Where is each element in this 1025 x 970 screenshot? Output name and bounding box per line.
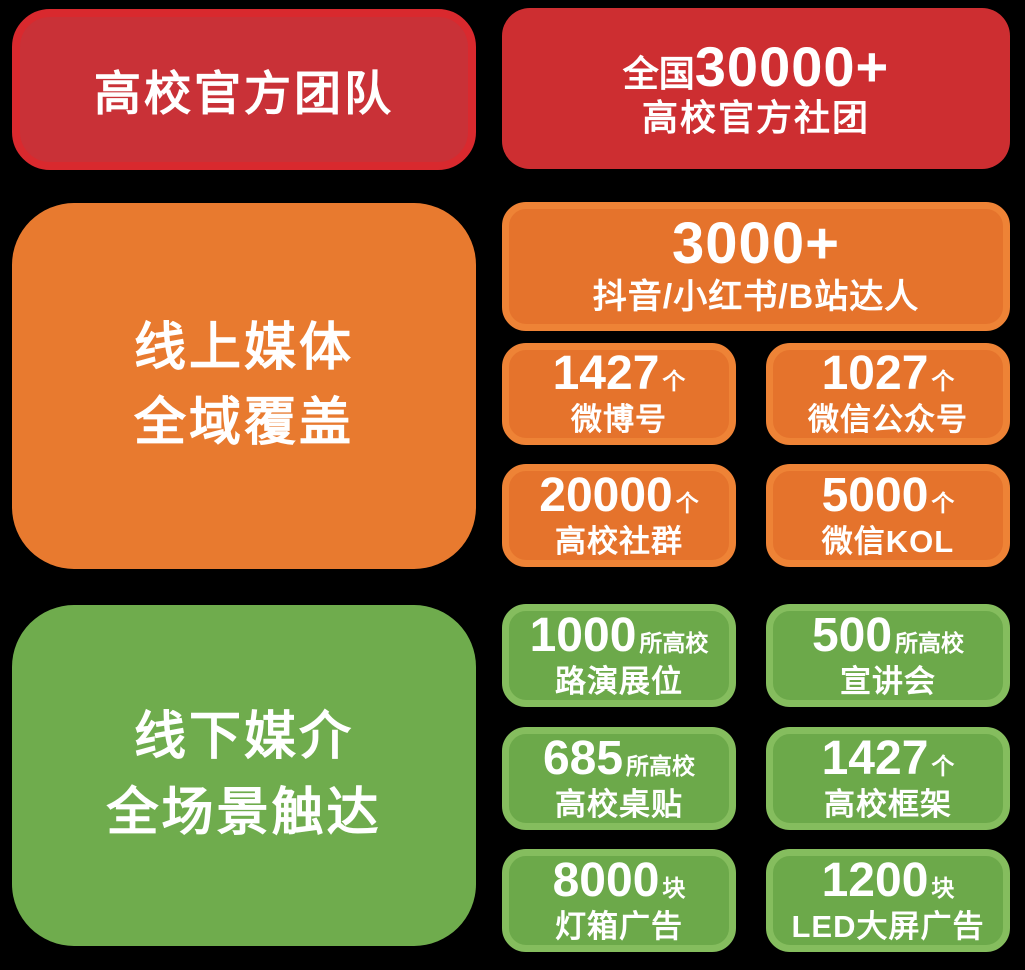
stat-label: 高校官方社团 [641, 97, 870, 139]
stat-unit: 个 [931, 368, 955, 395]
stat-number: 30000+ [694, 34, 890, 98]
official-team-title: 高校官方团队 [94, 67, 394, 120]
stat-unit: 所高校 [639, 629, 709, 656]
stat-label: 高校社群 [555, 523, 683, 559]
official-clubs-number-row: 全国 30000+ [622, 34, 890, 98]
official-clubs-stat-card: 全国 30000+ 高校官方社团 [502, 8, 1010, 169]
stat-card-weibo: 1427 个 微博号 [502, 343, 736, 445]
stat-number: 1200 [821, 853, 929, 907]
stat-label: 微信KOL [821, 523, 955, 559]
stat-unit: 个 [675, 489, 699, 516]
stat-number: 1027 [821, 347, 929, 401]
stat-label: 微博号 [571, 402, 667, 438]
stat-number: 8000 [552, 853, 660, 907]
stat-card-campus-groups: 20000 个 高校社群 [502, 464, 736, 567]
stat-unit: 个 [662, 368, 686, 395]
stat-card-campus-frame: 1427 个 高校框架 [766, 727, 1010, 830]
stat-number: 20000 [539, 468, 673, 522]
stat-number: 685 [542, 731, 624, 785]
stat-number: 1000 [529, 608, 637, 662]
stat-number: 1427 [821, 731, 929, 785]
offline-title-line2: 全场景触达 [106, 783, 382, 842]
online-title-line2: 全域覆盖 [133, 394, 354, 452]
stat-label: LED大屏广告 [791, 908, 985, 944]
stat-number: 5000 [821, 468, 929, 522]
offline-media-category-card: 线下媒介 全场景触达 [12, 605, 476, 946]
stat-number: 3000+ [672, 210, 840, 276]
stat-label: 路演展位 [555, 663, 683, 699]
stat-unit: 个 [931, 752, 955, 779]
online-title-line1: 线上媒体 [133, 318, 354, 377]
stat-card-info-session: 500 所高校 宣讲会 [766, 604, 1010, 707]
stat-label: 宣讲会 [840, 663, 936, 699]
stat-unit: 块 [931, 874, 955, 901]
stat-unit: 所高校 [626, 752, 696, 779]
online-hero-stat-card: 3000+ 抖音/小红书/B站达人 [502, 202, 1010, 331]
stat-card-roadshow-booth: 1000 所高校 路演展位 [502, 604, 736, 707]
stat-label: 高校框架 [824, 786, 952, 822]
official-team-title-card: 高校官方团队 [12, 9, 476, 170]
stat-card-lightbox-ads: 8000 块 灯箱广告 [502, 849, 736, 952]
stat-card-wechat-kol: 5000 个 微信KOL [766, 464, 1010, 567]
stat-unit: 个 [931, 489, 955, 516]
stat-label: 灯箱广告 [555, 908, 683, 944]
stat-label: 微信公众号 [808, 402, 968, 438]
stat-prefix: 全国 [622, 52, 695, 94]
stat-card-led-screen-ads: 1200 块 LED大屏广告 [766, 849, 1010, 952]
stat-label: 抖音/小红书/B站达人 [592, 277, 920, 316]
stat-unit: 块 [662, 874, 686, 901]
stat-unit: 所高校 [895, 629, 965, 656]
online-media-category-card: 线上媒体 全域覆盖 [12, 203, 476, 569]
stat-card-wechat-official: 1027 个 微信公众号 [766, 343, 1010, 445]
offline-title-line1: 线下媒介 [133, 708, 354, 767]
stat-number: 500 [811, 608, 893, 662]
stat-label: 高校桌贴 [555, 786, 683, 822]
stat-number: 1427 [552, 347, 660, 401]
stat-card-desk-sticker: 685 所高校 高校桌贴 [502, 727, 736, 830]
